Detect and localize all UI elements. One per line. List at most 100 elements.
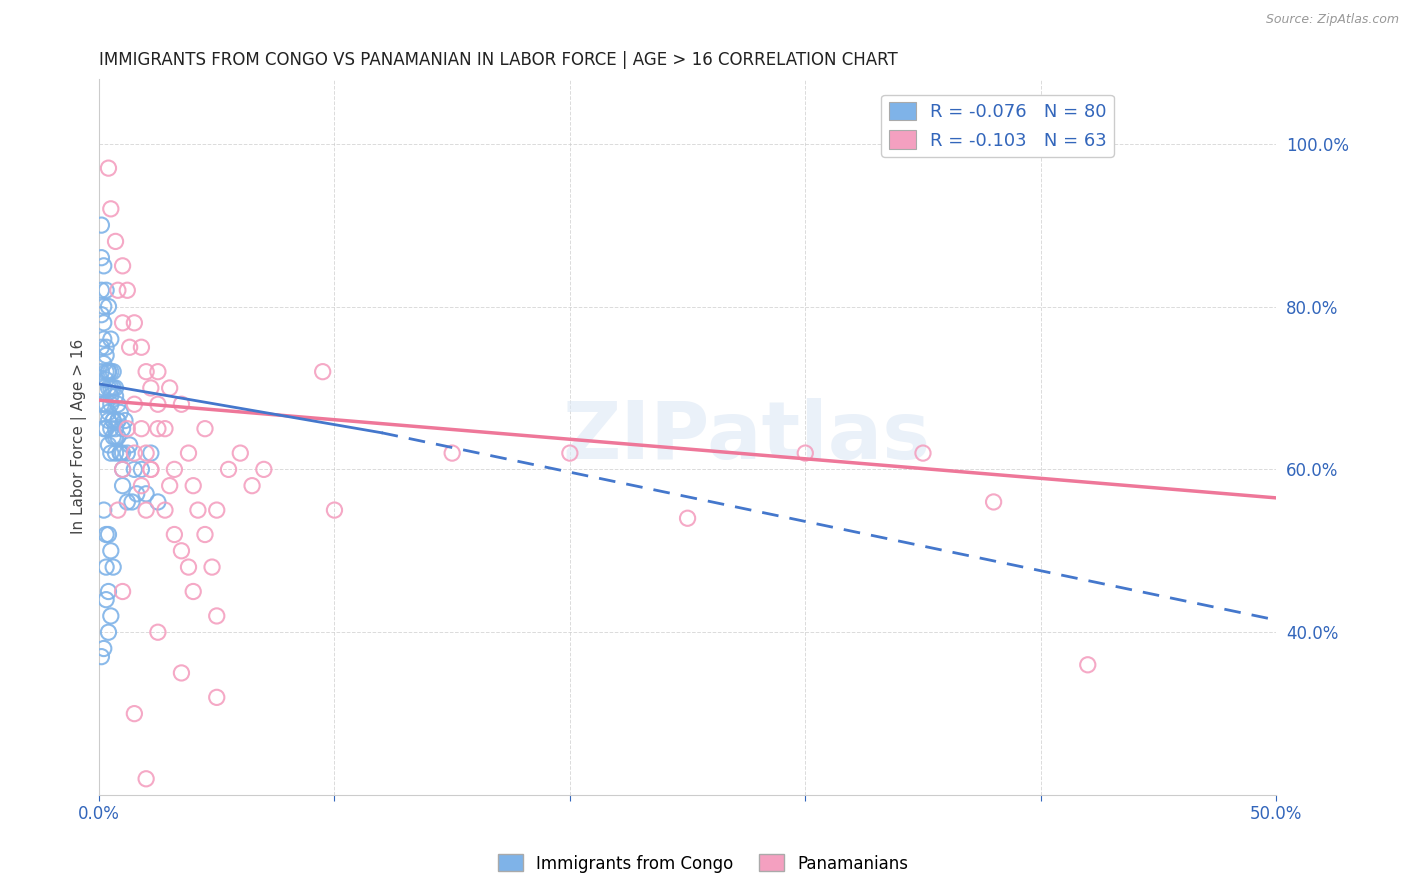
Point <box>104 430 127 444</box>
Point <box>97 381 120 395</box>
Point <box>117 446 139 460</box>
Point <box>90 649 112 664</box>
Point <box>93 641 115 656</box>
Text: ZIPatlas: ZIPatlas <box>562 398 931 475</box>
Point <box>93 381 115 395</box>
Point <box>135 365 157 379</box>
Point <box>90 218 112 232</box>
Point <box>93 503 115 517</box>
Point <box>181 478 204 492</box>
Point <box>676 511 699 525</box>
Point <box>107 397 129 411</box>
Point <box>101 381 124 395</box>
Point <box>110 446 132 460</box>
Point <box>100 389 122 403</box>
Point <box>107 413 129 427</box>
Text: Source: ZipAtlas.com: Source: ZipAtlas.com <box>1265 13 1399 27</box>
Point <box>97 527 120 541</box>
Point <box>170 543 193 558</box>
Point <box>194 422 217 436</box>
Point <box>131 340 153 354</box>
Point <box>100 446 122 460</box>
Point <box>146 495 169 509</box>
Point <box>146 422 169 436</box>
Point <box>97 625 120 640</box>
Point <box>114 413 136 427</box>
Point <box>97 438 120 452</box>
Point <box>104 446 127 460</box>
Point <box>97 405 120 419</box>
Point <box>983 495 1005 509</box>
Point <box>135 487 157 501</box>
Point <box>107 503 129 517</box>
Legend: Immigrants from Congo, Panamanians: Immigrants from Congo, Panamanians <box>491 847 915 880</box>
Point <box>117 422 139 436</box>
Point <box>312 365 335 379</box>
Point <box>441 446 464 460</box>
Point <box>146 397 169 411</box>
Point <box>117 283 139 297</box>
Point <box>131 462 153 476</box>
Point <box>124 316 146 330</box>
Point <box>111 584 134 599</box>
Point <box>97 300 120 314</box>
Point <box>90 251 112 265</box>
Point <box>229 446 252 460</box>
Point <box>101 413 124 427</box>
Point <box>97 584 120 599</box>
Point <box>1077 657 1099 672</box>
Point <box>94 340 117 354</box>
Point <box>110 405 132 419</box>
Point <box>101 560 124 574</box>
Point <box>205 690 228 705</box>
Text: IMMIGRANTS FROM CONGO VS PANAMANIAN IN LABOR FORCE | AGE > 16 CORRELATION CHART: IMMIGRANTS FROM CONGO VS PANAMANIAN IN L… <box>98 51 898 69</box>
Point <box>90 340 112 354</box>
Point <box>94 373 117 387</box>
Point <box>104 381 127 395</box>
Point <box>100 609 122 624</box>
Point <box>97 161 120 175</box>
Point <box>139 446 162 460</box>
Point <box>111 478 134 492</box>
Point <box>205 503 228 517</box>
Point <box>135 446 157 460</box>
Point <box>100 397 122 411</box>
Point <box>100 422 122 436</box>
Point <box>118 340 141 354</box>
Point <box>139 462 162 476</box>
Point <box>124 706 146 721</box>
Point <box>170 665 193 680</box>
Point <box>205 609 228 624</box>
Point <box>159 381 181 395</box>
Point <box>97 365 120 379</box>
Point <box>218 462 240 476</box>
Point <box>131 422 153 436</box>
Point <box>177 446 200 460</box>
Point <box>124 397 146 411</box>
Point <box>131 478 153 492</box>
Point <box>187 503 209 517</box>
Point <box>93 259 115 273</box>
Point <box>94 592 117 607</box>
Point <box>93 300 115 314</box>
Point <box>111 446 134 460</box>
Point <box>94 283 117 297</box>
Point <box>181 584 204 599</box>
Point <box>163 462 186 476</box>
Point <box>146 365 169 379</box>
Point <box>93 422 115 436</box>
Point <box>90 365 112 379</box>
Y-axis label: In Labor Force | Age > 16: In Labor Force | Age > 16 <box>72 339 87 534</box>
Point <box>97 413 120 427</box>
Point <box>153 503 176 517</box>
Point <box>177 560 200 574</box>
Point <box>170 397 193 411</box>
Point <box>101 365 124 379</box>
Point <box>323 503 346 517</box>
Point <box>111 259 134 273</box>
Point <box>558 446 581 460</box>
Point <box>100 332 122 346</box>
Point <box>101 430 124 444</box>
Point <box>93 332 115 346</box>
Point <box>117 495 139 509</box>
